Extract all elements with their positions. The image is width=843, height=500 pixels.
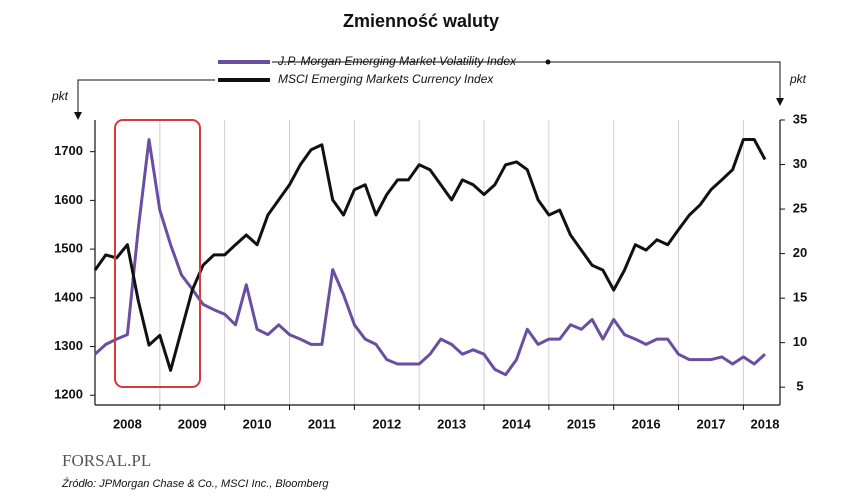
- y2-tick-label: 30: [793, 156, 807, 171]
- x-tick-label: 2015: [567, 416, 596, 431]
- x-tick-label: 2009: [178, 416, 207, 431]
- legend-label: MSCI Emerging Markets Currency Index: [278, 72, 494, 86]
- x-tick-label: 2014: [502, 416, 532, 431]
- y2-tick-label: 35: [793, 111, 807, 126]
- y2-tick-label: 10: [793, 334, 807, 349]
- connector: [77, 79, 215, 114]
- x-tick-label: 2008: [113, 416, 142, 431]
- arrow-head: [74, 112, 82, 120]
- x-tick-label: 2017: [697, 416, 726, 431]
- x-tick-label: 2013: [437, 416, 466, 431]
- x-tick-label: 2010: [243, 416, 272, 431]
- connector: [548, 61, 781, 100]
- y-tick-label: 1400: [54, 289, 83, 304]
- y2-tick-label: 20: [793, 245, 807, 260]
- series-line: [93, 138, 767, 377]
- plot-area: 1200 1300 1400 1500 1600 1700 5 10 15 20 25 30 35 200…: [54, 111, 807, 431]
- x-tick-label: 2012: [372, 416, 401, 431]
- y-tick-label: 1300: [54, 338, 83, 353]
- y2-tick-label: 5: [796, 379, 803, 394]
- y2-tick-label: 15: [793, 290, 807, 305]
- y-axis-label: pkt: [51, 89, 69, 103]
- source: Źródło: JPMorgan Chase & Co., MSCI Inc.,…: [61, 477, 329, 490]
- series-line: [93, 138, 767, 372]
- arrow-head: [776, 98, 784, 106]
- logo: FORSAL.PL: [62, 451, 151, 470]
- x-tick-label: 2018: [751, 416, 780, 431]
- y-tick-label: 1600: [54, 192, 83, 207]
- x-tick-label: 2016: [632, 416, 661, 431]
- y-tick-label: 1500: [54, 241, 83, 256]
- y2-axis-label: pkt: [789, 72, 807, 86]
- highlight-box: [114, 119, 201, 388]
- y-tick-label: 1200: [54, 387, 83, 402]
- y2-tick-label: 25: [793, 201, 807, 216]
- y-tick-label: 1700: [54, 143, 83, 158]
- x-tick-label: 2011: [308, 416, 336, 431]
- legend-label: J.P. Morgan Emerging Market Volatility I…: [277, 54, 517, 68]
- chart-title: Zmienność waluty: [343, 11, 499, 31]
